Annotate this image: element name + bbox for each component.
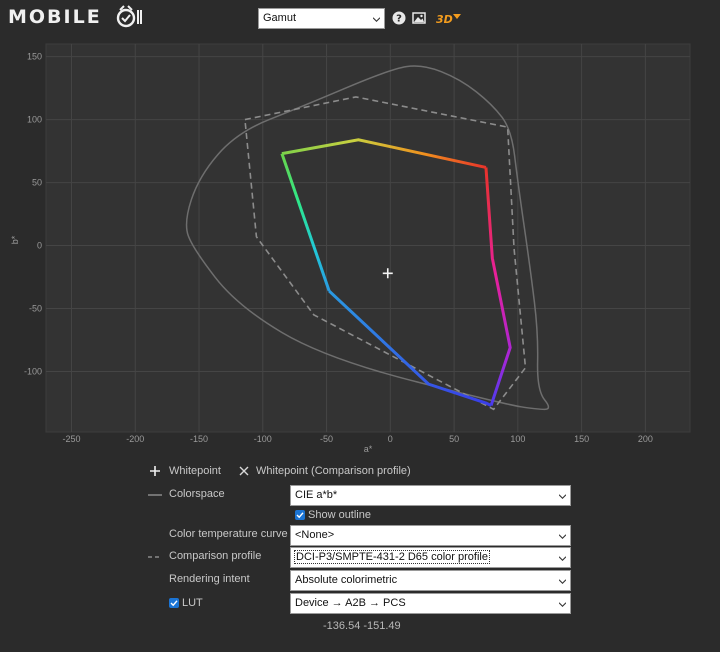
top-bar: MOBILE Gamut ? 3D — [0, 0, 720, 38]
logo: MOBILE — [8, 6, 102, 28]
3d-label: 3D — [436, 13, 453, 26]
x-axis-label: a* — [364, 444, 373, 454]
color-temp-select[interactable]: <None> — [290, 525, 571, 546]
chevron-down-icon — [559, 579, 566, 585]
cursor-coordinates: -136.54 -151.49 — [323, 620, 401, 632]
whitepoint-comparison-legend-label: Whitepoint (Comparison profile) — [256, 465, 411, 477]
gamut-edge-right — [484, 167, 512, 407]
x-tick-label: -150 — [190, 434, 208, 444]
colorspace-label: Colorspace — [169, 488, 225, 500]
rendering-intent-select-value: Absolute colorimetric — [295, 574, 398, 586]
y-tick-label: 100 — [27, 115, 42, 125]
view-select[interactable]: Gamut — [258, 8, 385, 29]
plot-area — [45, 43, 691, 433]
show-outline-label: Show outline — [308, 509, 371, 521]
x-tick-label: 150 — [574, 434, 589, 444]
x-tick-label: 200 — [638, 434, 653, 444]
chevron-down-icon — [559, 602, 566, 608]
whitepoint-marker — [382, 268, 393, 279]
chevron-down-icon — [559, 534, 566, 540]
colorspace-select-value: CIE a*b* — [295, 489, 338, 501]
help-icon[interactable]: ? — [392, 11, 406, 25]
y-tick-label: 150 — [27, 52, 42, 62]
dashed-line-legend-icon — [148, 556, 162, 558]
y-tick-label: -50 — [29, 304, 42, 314]
logo-mark-icon — [116, 5, 142, 28]
rendering-intent-label: Rendering intent — [169, 573, 250, 585]
y-tick-label: -100 — [24, 367, 42, 377]
svg-text:?: ? — [396, 14, 402, 25]
x-tick-label: 100 — [510, 434, 525, 444]
gamut-edge-top — [281, 138, 487, 169]
y-tick-label: 50 — [32, 178, 42, 188]
color-temp-select-value: <None> — [295, 529, 335, 541]
x-tick-label: -200 — [126, 434, 144, 444]
x-tick-label: -250 — [62, 434, 80, 444]
comparison-profile-select-value: DCI-P3/SMPTE-431-2 D65 color profile — [294, 550, 490, 564]
gamut-edge-left — [280, 153, 331, 292]
dropdown-arrow-icon — [453, 14, 461, 19]
3d-button[interactable]: 3D — [436, 10, 461, 26]
x-tick-label: -100 — [254, 434, 272, 444]
gamut-edge-bottom — [328, 289, 492, 407]
whitepoint-comparison-x-icon — [239, 466, 249, 476]
chevron-down-icon — [559, 556, 566, 562]
x-tick-label: 0 — [388, 434, 393, 444]
lut-checkbox[interactable] — [169, 598, 179, 608]
grid — [46, 44, 690, 432]
chevron-down-icon — [559, 494, 566, 500]
chevron-down-icon — [373, 17, 380, 23]
show-outline-checkbox[interactable] — [295, 510, 305, 520]
rendering-intent-select[interactable]: Absolute colorimetric — [290, 570, 571, 591]
view-select-value: Gamut — [263, 12, 297, 24]
x-tick-label: 50 — [449, 434, 459, 444]
comparison-profile-label: Comparison profile — [169, 550, 262, 562]
lut-label: LUT — [182, 597, 203, 609]
colorspace-select[interactable]: CIE a*b* — [290, 485, 571, 506]
y-tick-label: 0 — [37, 241, 42, 251]
lut-select-value: Device → A2B → PCS — [295, 597, 406, 609]
colorspace-outline-series — [185, 65, 550, 411]
comparison-profile-select[interactable]: DCI-P3/SMPTE-431-2 D65 color profile — [290, 547, 571, 568]
color-temp-label: Color temperature curve — [169, 528, 288, 540]
gamut-plot[interactable]: -250 -200 -150 -100 -50 0 50 100 150 200 150 100 50 0… — [0, 38, 720, 460]
comparison-profile-series — [244, 96, 527, 411]
whitepoint-plus-icon — [150, 466, 160, 476]
lut-select[interactable]: Device → A2B → PCS — [290, 593, 571, 614]
tick-labels: -250 -200 -150 -100 -50 0 50 100 150 200 150 100 50 0… — [24, 52, 653, 444]
gamut-series — [185, 65, 550, 411]
x-tick-label: -50 — [320, 434, 333, 444]
whitepoint-legend-label: Whitepoint — [169, 465, 221, 477]
solid-line-legend-icon — [148, 494, 162, 496]
whitepoint-layer — [382, 268, 393, 279]
image-icon[interactable] — [412, 11, 426, 25]
y-axis-label: b* — [10, 235, 20, 244]
